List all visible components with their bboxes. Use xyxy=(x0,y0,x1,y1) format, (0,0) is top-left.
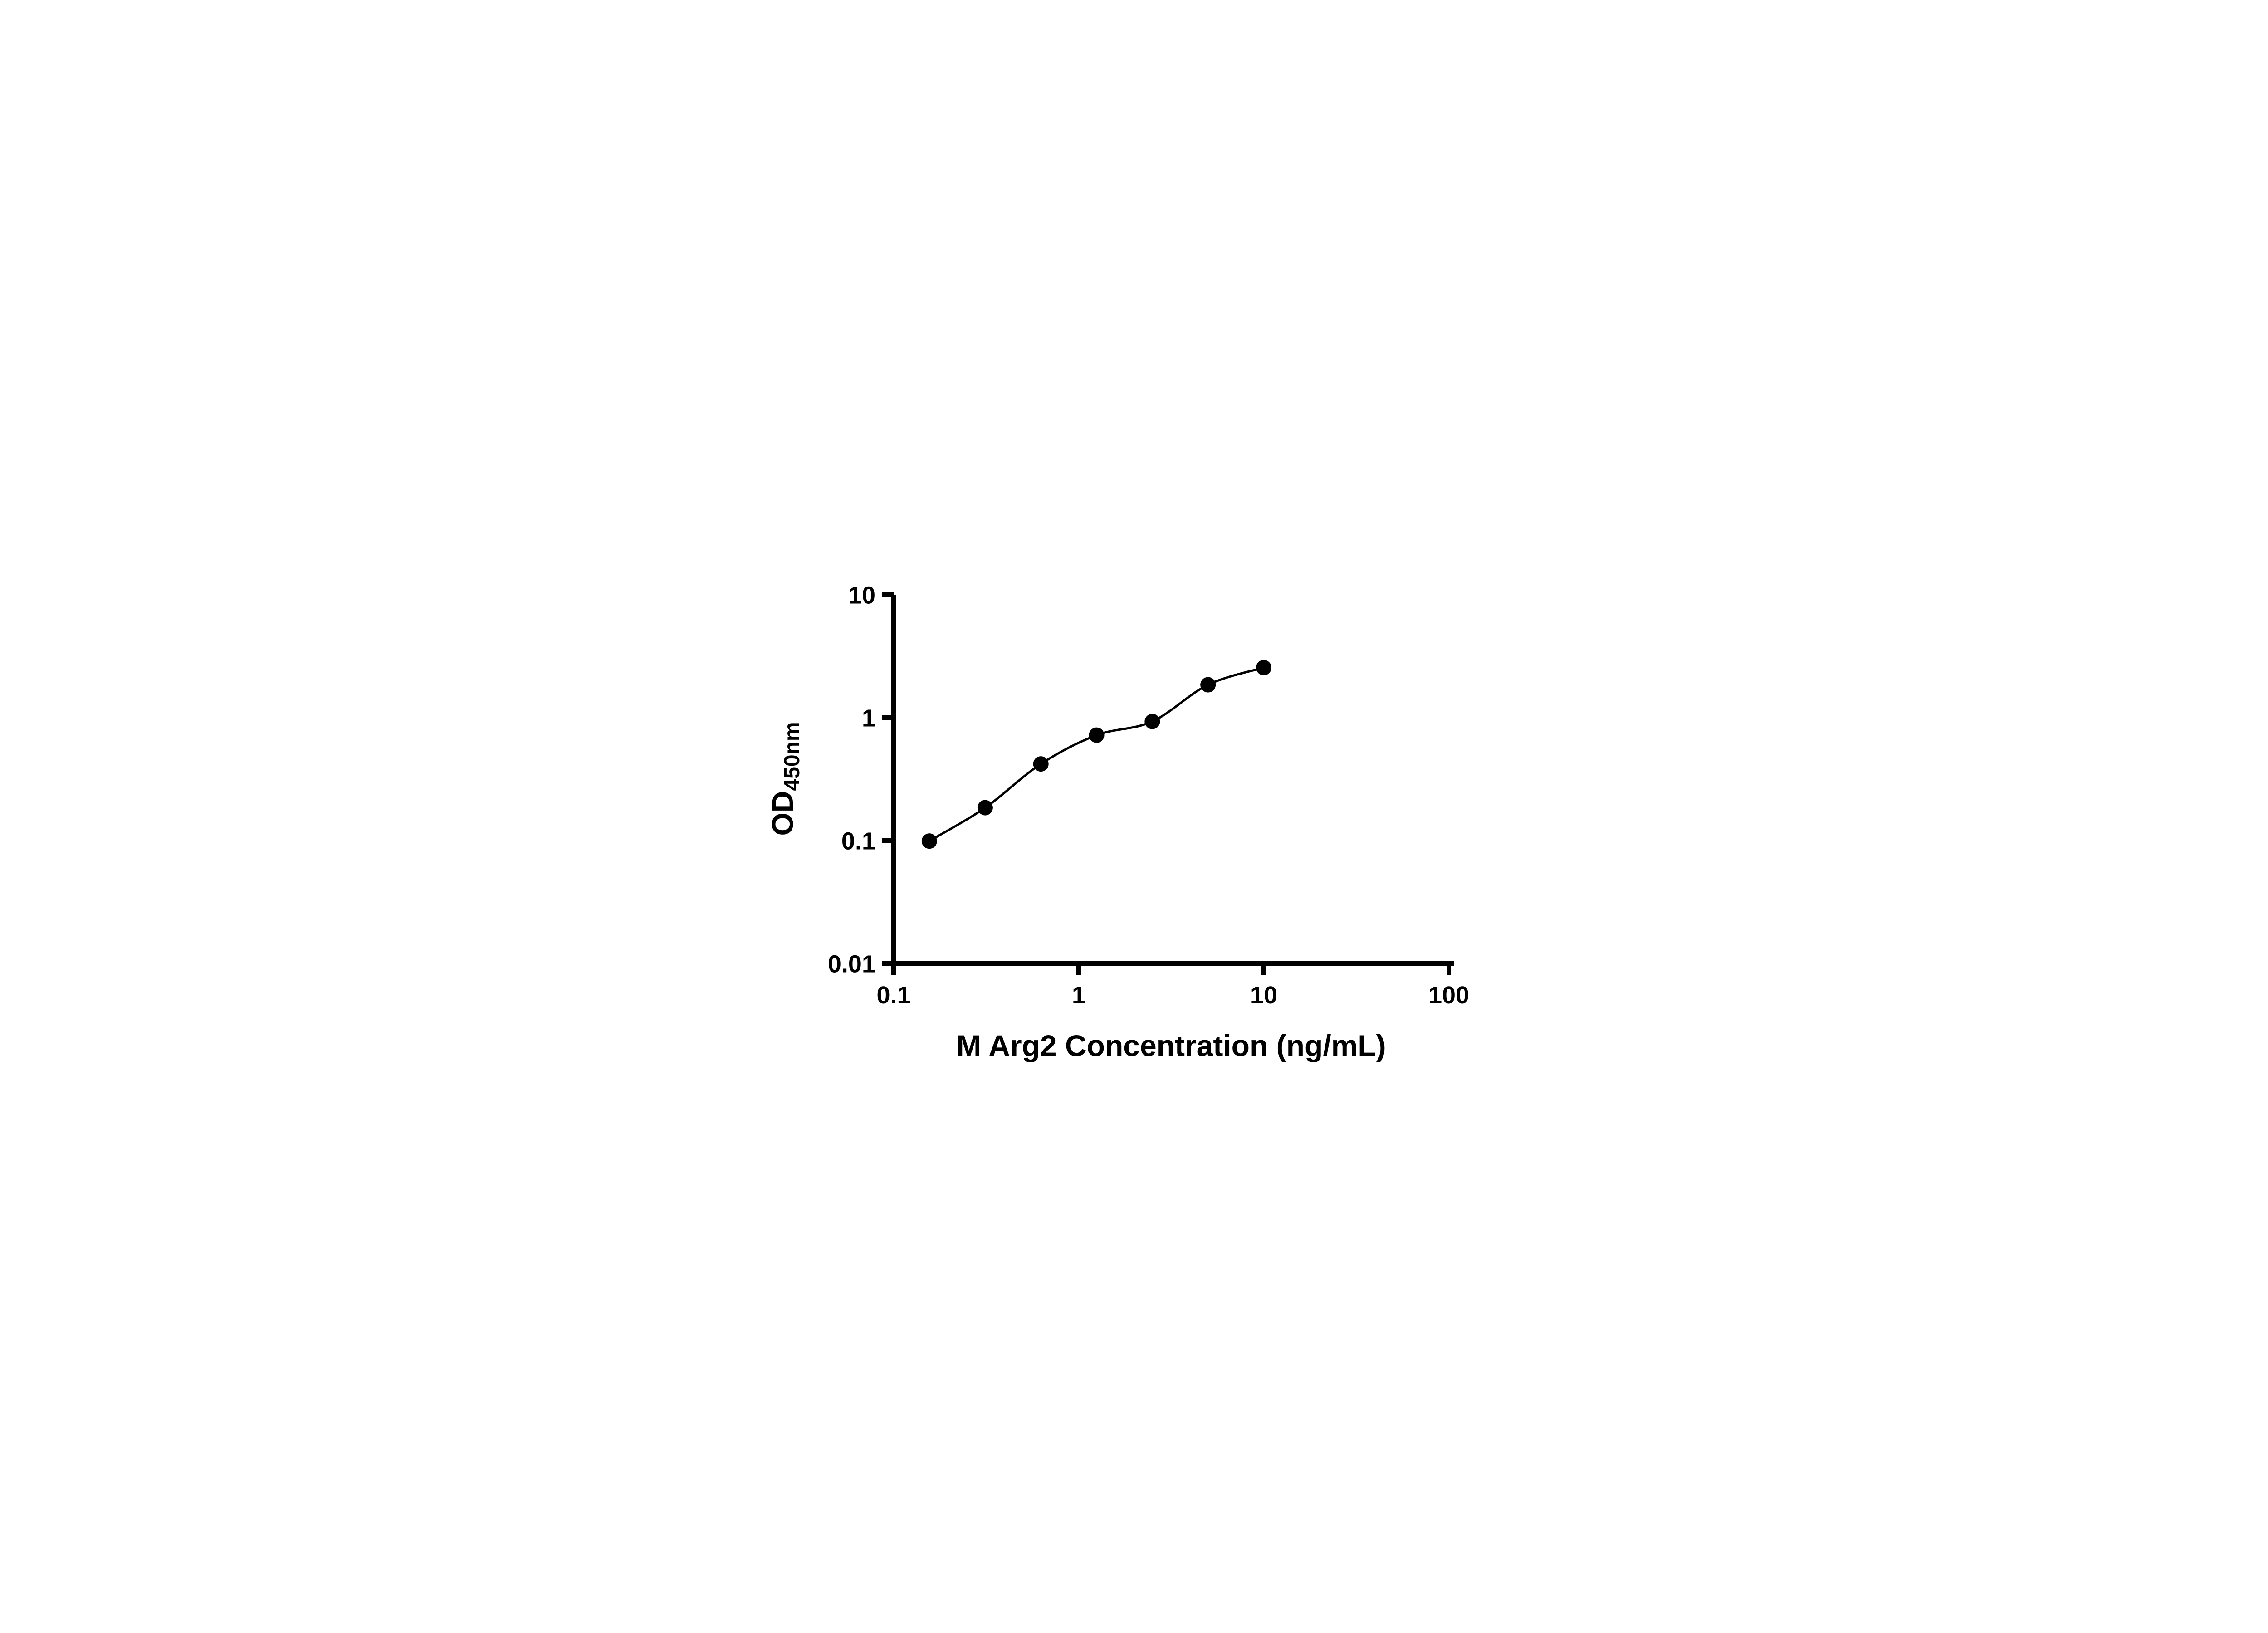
elisa-standard-curve-figure: 0.01 0.1 1 10 0.1 1 10 100 M Arg2 Concentration… xyxy=(745,544,1523,1089)
data-point xyxy=(1256,660,1271,675)
fit-curve xyxy=(929,666,1264,842)
y-tick-label: 0.1 xyxy=(841,827,875,855)
y-tick-label: 0.01 xyxy=(828,950,875,978)
data-point xyxy=(1200,677,1216,693)
data-point xyxy=(1144,714,1160,729)
x-axis-title: M Arg2 Concentration (ng/mL) xyxy=(956,1029,1386,1062)
x-tick-label: 1 xyxy=(1072,982,1085,1009)
data-point xyxy=(921,833,937,849)
y-axis-title-subscript: 450nm xyxy=(780,722,804,791)
x-tick-label: 10 xyxy=(1250,982,1277,1009)
x-tick-label: 100 xyxy=(1428,982,1469,1009)
data-point xyxy=(1033,756,1049,772)
y-tick-label: 10 xyxy=(848,582,875,609)
data-point xyxy=(1089,727,1105,743)
y-tick-label: 1 xyxy=(862,704,875,732)
data-point xyxy=(977,800,993,816)
x-tick-label: 0.1 xyxy=(876,982,910,1009)
y-axis-title-main: OD xyxy=(766,791,799,836)
y-axis-title: OD450nm xyxy=(766,722,804,836)
